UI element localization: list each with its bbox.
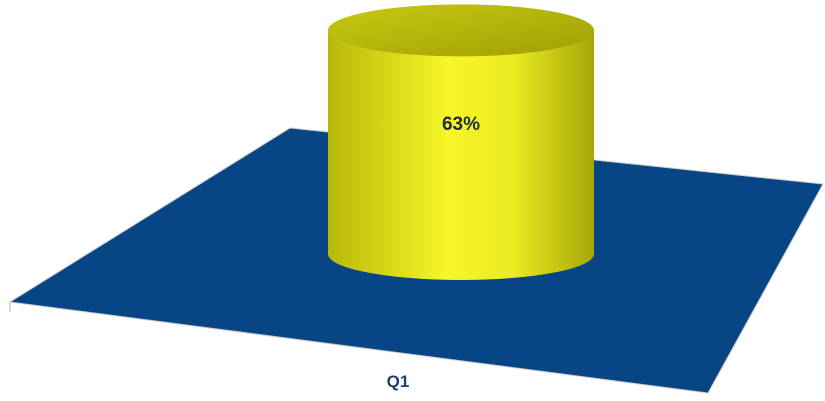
x-tick-label-q1: Q1 [387,372,410,391]
bars-group: 63% [328,4,594,280]
cylinder-body [328,30,594,280]
cylinder-top [328,4,594,57]
bar-q1: 63% [328,4,594,280]
data-label-q1: 63% [442,114,480,135]
